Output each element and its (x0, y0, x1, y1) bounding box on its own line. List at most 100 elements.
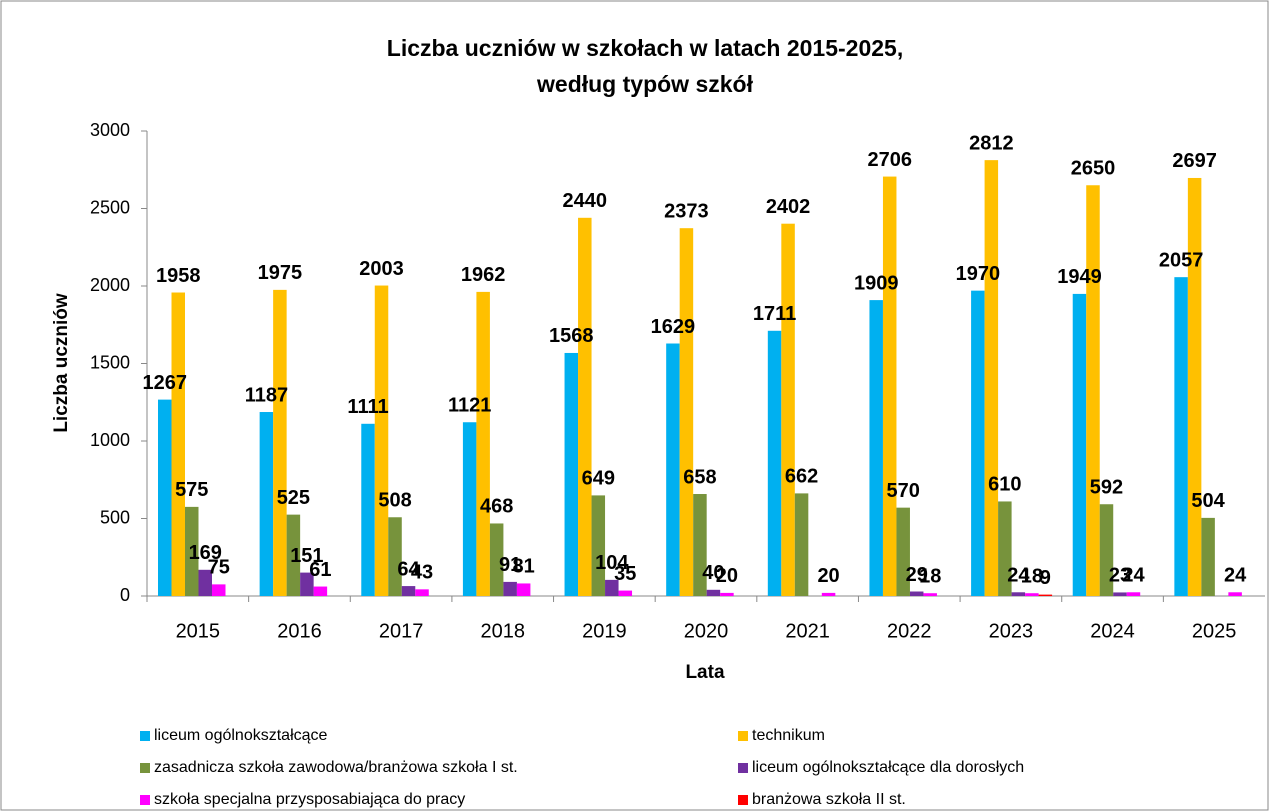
bar (896, 507, 910, 596)
bar (781, 223, 795, 596)
legend-label: liceum ogólnokształcące dla dorosłych (752, 759, 1024, 776)
data-label: 24 (1224, 565, 1247, 587)
bar (259, 412, 274, 596)
x-tick-label: 2020 (684, 620, 729, 642)
bar (605, 579, 619, 596)
bar (462, 422, 477, 596)
data-label: 2650 (1071, 158, 1116, 180)
bar (300, 572, 314, 596)
data-label: 24 (1007, 565, 1030, 587)
bar (185, 506, 199, 596)
x-tick-label: 2025 (1192, 620, 1237, 642)
data-label: 1267 (143, 372, 188, 394)
data-label: 20 (716, 565, 738, 587)
bar (679, 228, 694, 596)
data-label: 43 (411, 562, 433, 584)
bar (1126, 592, 1141, 596)
data-label: 23 (1109, 565, 1131, 587)
y-tick-label: 3000 (90, 120, 130, 140)
data-label: 20 (817, 565, 839, 587)
data-label: 1975 (258, 262, 303, 284)
data-label: 2812 (969, 132, 1014, 154)
bar (720, 592, 734, 596)
x-tick-label: 2016 (277, 620, 322, 642)
chart-title: według typów szkół (536, 71, 754, 97)
data-label: 1970 (956, 263, 1001, 285)
data-label: 61 (309, 559, 331, 581)
y-axis-label: Liczba uczniów (51, 293, 72, 433)
data-label: 662 (785, 466, 818, 488)
bar (869, 300, 883, 596)
data-label: 1121 (448, 395, 491, 417)
data-label: 570 (887, 480, 920, 502)
bar (361, 423, 375, 596)
data-label: 2003 (359, 258, 404, 280)
data-label: 1711 (753, 303, 796, 325)
legend-swatch (738, 763, 748, 773)
bar (1099, 504, 1114, 596)
legend-label: szkoła specjalna przysposabiająca do pra… (154, 791, 465, 808)
x-tick-label: 2024 (1090, 620, 1135, 642)
bar (401, 586, 416, 596)
data-label: 2402 (766, 196, 811, 218)
data-label: 1958 (156, 265, 201, 287)
bar (1011, 592, 1026, 596)
data-label: 35 (614, 563, 636, 585)
data-label: 75 (208, 557, 230, 579)
y-tick-label: 1500 (90, 352, 130, 372)
y-tick-label: 1000 (90, 430, 130, 450)
x-tick-label: 2015 (176, 620, 221, 642)
data-label: 18 (1021, 565, 1043, 587)
legend-label: branżowa szkoła II st. (752, 791, 906, 808)
bar (198, 569, 212, 596)
data-label: 24 (1122, 565, 1145, 587)
data-label: 81 (513, 556, 535, 578)
bar (1187, 177, 1202, 596)
legend-swatch (140, 731, 150, 741)
bar (1072, 293, 1087, 596)
legend-label: technikum (752, 727, 825, 744)
data-label: 151 (290, 545, 323, 567)
x-tick-label: 2018 (480, 620, 525, 642)
legend-label: liceum ogólnokształcące (154, 727, 328, 744)
x-tick-label: 2022 (887, 620, 932, 642)
x-axis-label: Lata (685, 662, 725, 683)
data-label: 1629 (651, 316, 696, 338)
bar (564, 352, 579, 596)
bar (388, 517, 402, 596)
data-label: 508 (378, 490, 411, 512)
bar (1038, 594, 1053, 596)
bar (693, 494, 707, 596)
y-tick-label: 2500 (90, 197, 130, 217)
x-tick-label: 2023 (989, 620, 1034, 642)
data-label: 504 (1191, 490, 1225, 512)
data-label: 2373 (664, 200, 709, 222)
bar (794, 493, 809, 596)
data-label: 1187 (245, 384, 288, 406)
data-label: 1962 (461, 264, 506, 286)
bar (666, 343, 680, 596)
bar (1025, 593, 1039, 596)
data-label: 40 (702, 562, 724, 584)
data-label: 18 (919, 565, 941, 587)
bar (1228, 592, 1242, 596)
legend-swatch (140, 795, 150, 805)
bar (313, 586, 328, 596)
bar (1086, 185, 1100, 596)
bar (489, 523, 504, 596)
data-label: 29 (906, 564, 928, 586)
bar (706, 589, 721, 596)
bar (591, 495, 606, 596)
bar (503, 581, 517, 596)
data-label: 2440 (563, 190, 608, 212)
data-label: 1949 (1057, 266, 1102, 288)
bar (1174, 277, 1188, 596)
data-label: 2697 (1172, 150, 1217, 172)
data-label: 1909 (854, 272, 899, 294)
legend-swatch (140, 763, 150, 773)
bar (476, 291, 490, 596)
data-label: 658 (683, 466, 716, 488)
legend-label: zasadnicza szkoła zawodowa/branżowa szko… (154, 759, 518, 776)
